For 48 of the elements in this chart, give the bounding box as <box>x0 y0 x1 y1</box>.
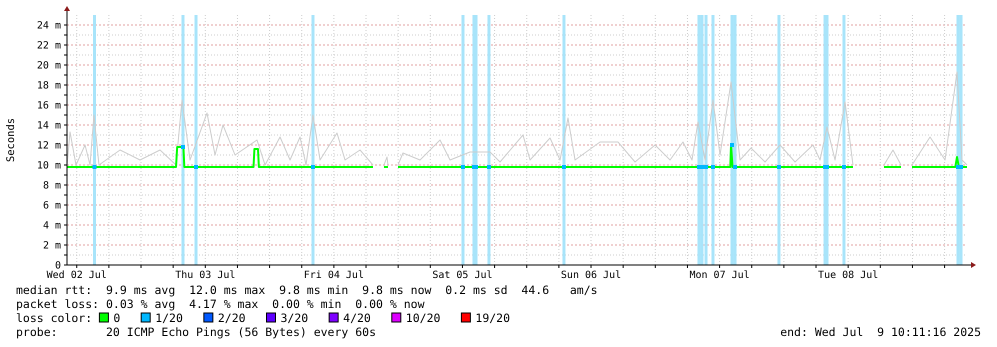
point <box>460 165 465 169</box>
point <box>310 165 315 169</box>
text: loss color: <box>16 311 92 325</box>
text: packet loss: 0.03 % avg 4.17 % max 0.00 % min 0.00 % now <box>16 297 425 311</box>
legend-label: 1/20 <box>155 311 183 325</box>
x-tick-label: Fri 04 Jul <box>304 270 364 281</box>
y-tick-label: 6 m <box>42 200 61 212</box>
legend-label: 0 <box>113 311 120 325</box>
y-tick-label: 2 m <box>42 240 61 252</box>
y-tick-label: 20 m <box>36 60 61 72</box>
y-tick-label: 0 <box>54 260 61 272</box>
x-tick-label: Sat 05 Jul <box>432 270 493 281</box>
point <box>194 165 198 169</box>
x-tick-label: Sun 06 Jul <box>560 270 622 281</box>
point <box>730 143 734 147</box>
point <box>704 165 708 169</box>
point <box>959 165 964 169</box>
y-tick-label: 4 m <box>42 220 61 232</box>
y-tick-label: 24 m <box>36 20 61 32</box>
legend-label: 3/20 <box>280 311 308 325</box>
point <box>180 145 185 149</box>
x-tick-label: Mon 07 Jul <box>689 270 750 281</box>
legend-label: 4/20 <box>343 311 371 325</box>
x-tick-label: Tue 08 Jul <box>818 270 878 281</box>
y-tick-label: 8 m <box>42 180 61 192</box>
point <box>842 165 846 169</box>
y-axis-title: Seconds <box>5 118 17 162</box>
point <box>486 165 491 169</box>
text: median rtt: 9.9 ms avg 12.0 ms max 9.8 ms min 9.8 ms now 0.2 ms sd 44.6 am/s <box>16 283 598 297</box>
y-tick-label: 14 m <box>36 120 61 132</box>
y-tick-label: 16 m <box>36 100 61 112</box>
y-tick-label: 10 m <box>36 160 61 172</box>
point <box>92 165 96 169</box>
text: end: Wed Jul 9 10:11:16 2025 <box>780 325 981 339</box>
text: probe: 20 ICMP Echo Pings (56 Bytes) every 60s <box>16 325 376 339</box>
legend-label: 10/20 <box>406 311 440 325</box>
point <box>710 165 715 169</box>
y-tick-label: 22 m <box>36 40 61 52</box>
point <box>700 165 704 169</box>
x-tick-label: Wed 02 Jul <box>46 270 107 281</box>
point <box>562 165 566 169</box>
point <box>776 165 781 169</box>
x-tick-label: Thu 03 Jul <box>175 270 236 281</box>
legend-label: 19/20 <box>475 311 510 325</box>
y-tick-label: 18 m <box>36 80 61 92</box>
y-tick-label: 12 m <box>36 140 61 152</box>
legend-label: 2/20 <box>218 311 246 325</box>
point <box>733 165 738 169</box>
